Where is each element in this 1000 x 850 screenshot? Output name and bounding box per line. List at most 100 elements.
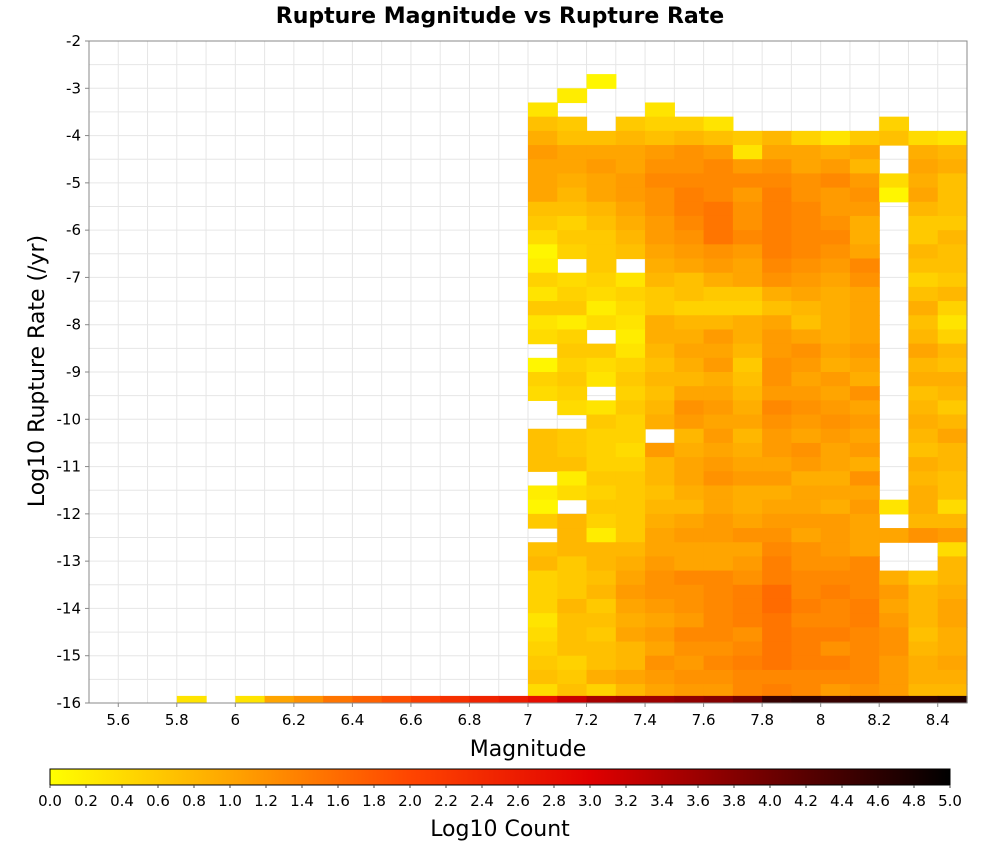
heatmap-cell (586, 244, 617, 260)
heatmap-cell (732, 145, 763, 160)
heatmap-cell (645, 116, 675, 132)
heatmap-cell (820, 372, 851, 387)
x-tick-label: 7.4 (633, 711, 657, 729)
heatmap-cell (820, 201, 851, 217)
heatmap-cell (937, 329, 968, 345)
heatmap-cell (528, 215, 558, 231)
heatmap-cell (820, 584, 851, 600)
heatmap-cell (937, 570, 968, 586)
heatmap-cell (615, 513, 646, 529)
heatmap-cell-bottom-row (908, 695, 939, 703)
heatmap-cell (645, 244, 675, 260)
heatmap-cell (849, 669, 880, 685)
heatmap-cell (849, 386, 880, 401)
heatmap-cell (908, 457, 939, 472)
heatmap-cell (674, 641, 705, 657)
heatmap-cell (557, 641, 588, 657)
heatmap-cell (791, 272, 822, 288)
heatmap-cell (615, 386, 646, 401)
heatmap-cell (908, 173, 939, 189)
heatmap-cell (528, 428, 558, 444)
heatmap-cell (908, 357, 939, 373)
heatmap-cell (674, 428, 705, 444)
heatmap-cell (937, 684, 968, 699)
heatmap-cell (791, 513, 822, 529)
heatmap-cell (937, 145, 968, 160)
heatmap-cell (732, 598, 763, 614)
heatmap-cell (674, 258, 705, 274)
heatmap-cell (937, 343, 968, 359)
heatmap-cell (615, 130, 646, 146)
heatmap-cell (645, 641, 675, 657)
y-tick-label: -7 (66, 268, 81, 286)
heatmap-cell (586, 499, 617, 515)
heatmap-cell (937, 613, 968, 628)
heatmap-cell (791, 286, 822, 302)
heatmap-cell (528, 286, 558, 302)
colorbar-tick-label: 1.8 (362, 792, 386, 810)
heatmap-cell (879, 187, 910, 203)
heatmap-cell (908, 428, 939, 444)
heatmap-cell (820, 627, 851, 643)
colorbar-tick-label: 4.2 (794, 792, 818, 810)
heatmap-cell (820, 442, 851, 458)
heatmap-cell (908, 627, 939, 643)
heatmap-cell (557, 442, 588, 458)
heatmap-cell (849, 187, 880, 203)
heatmap-cell (762, 215, 792, 231)
heatmap-cell-bottom-row (410, 695, 441, 703)
heatmap-cell (645, 130, 675, 146)
heatmap-cell-bottom-row (586, 695, 617, 703)
heatmap-cell (528, 272, 558, 288)
heatmap-cell (645, 272, 675, 288)
heatmap-cell (703, 372, 734, 387)
heatmap-cell (849, 570, 880, 586)
heatmap-cell-bottom-row (674, 695, 705, 703)
heatmap-cell (528, 301, 558, 316)
heatmap-cell (791, 598, 822, 614)
heatmap-cell (908, 641, 939, 657)
heatmap-cell (615, 584, 646, 600)
heatmap-cell (879, 173, 910, 189)
heatmap-cell (908, 159, 939, 174)
heatmap-cell (615, 641, 646, 657)
heatmap-cell (732, 457, 763, 472)
heatmap-cell (762, 684, 792, 699)
heatmap-cell (820, 230, 851, 245)
heatmap-cell (849, 230, 880, 245)
heatmap-cell (762, 244, 792, 260)
heatmap-cell (674, 442, 705, 458)
heatmap-cell (615, 471, 646, 487)
heatmap-cell (820, 400, 851, 416)
heatmap-cell (849, 329, 880, 345)
heatmap-cell (586, 201, 617, 217)
heatmap-cell (879, 499, 910, 515)
heatmap-cell (937, 442, 968, 458)
heatmap-cell-bottom-row (235, 695, 266, 703)
heatmap-cell (820, 130, 851, 146)
heatmap-cell (791, 471, 822, 487)
heatmap-cell (557, 669, 588, 685)
heatmap-cell (674, 528, 705, 543)
heatmap-cell (703, 215, 734, 231)
heatmap-cell (908, 414, 939, 430)
heatmap-cell (762, 556, 792, 572)
heatmap-cell (937, 159, 968, 174)
heatmap-cell (908, 215, 939, 231)
heatmap-cell (586, 343, 617, 359)
heatmap-cell (820, 145, 851, 160)
heatmap-cell (791, 485, 822, 501)
heatmap-cell (528, 584, 558, 600)
heatmap-cell (557, 272, 588, 288)
heatmap-cell (762, 485, 792, 501)
heatmap-cell (645, 570, 675, 586)
colorbar-tick-label: 0.6 (146, 792, 170, 810)
heatmap-cell (528, 513, 558, 529)
heatmap-cell (849, 372, 880, 387)
heatmap-cell (849, 286, 880, 302)
heatmap-cell (703, 343, 734, 359)
heatmap-cell (849, 655, 880, 671)
heatmap-cell (645, 173, 675, 189)
heatmap-cell (849, 145, 880, 160)
heatmap-cell (732, 584, 763, 600)
